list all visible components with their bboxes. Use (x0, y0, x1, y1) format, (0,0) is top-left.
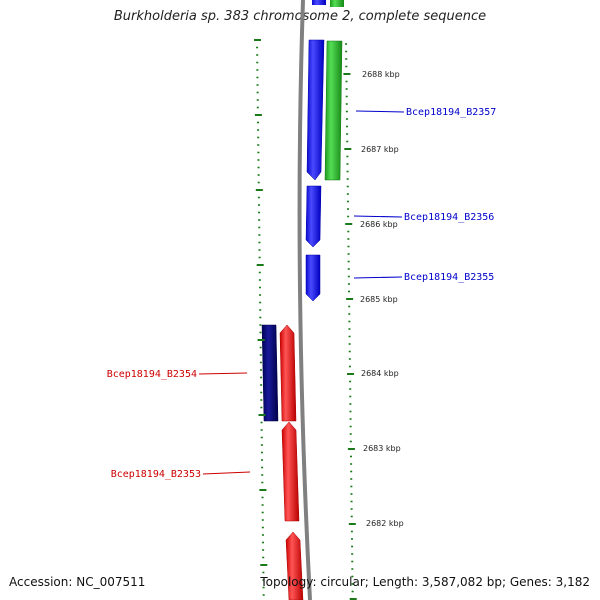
kbp-label: 2685 kbp (360, 295, 398, 304)
gene-bcep18194-b2354-shape[interactable] (261, 324, 279, 422)
leader-line-b2354 (198, 372, 248, 375)
kbp-ruler-labels: 2688 kbp 2687 kbp 2686 kbp 2685 kbp 2684… (360, 70, 404, 528)
kbp-label: 2684 kbp (361, 369, 399, 378)
kbp-label: 2688 kbp (362, 70, 400, 79)
red-cds-upper-shape[interactable] (279, 324, 297, 422)
gene-label-b2354[interactable]: Bcep18194_B2354 (107, 369, 197, 380)
gene-bcep18194-b2353-shape[interactable] (281, 421, 300, 522)
gene-bcep18194-b2355-shape[interactable] (305, 254, 321, 302)
kbp-label: 2683 kbp (363, 444, 401, 453)
map-title: Burkholderia sp. 383 chromosome 2, compl… (113, 9, 487, 24)
gene-label-b2356[interactable]: Bcep18194_B2356 (404, 212, 494, 223)
kbp-label: 2682 kbp (366, 519, 404, 528)
kbp-label: 2687 kbp (361, 145, 399, 154)
leader-line-b2355 (353, 276, 403, 279)
leader-line-b2356 (353, 215, 403, 218)
gene-bcep18194-b2356-shape[interactable] (305, 185, 322, 248)
gene-label-b2357[interactable]: Bcep18194_B2357 (406, 107, 496, 118)
gene-bcep18194-b2357[interactable] (306, 0, 326, 181)
leader-line-b2353 (202, 471, 251, 475)
accession-text: Accession: NC_007511 (9, 575, 146, 589)
gene-label-b2355[interactable]: Bcep18194_B2355 (404, 272, 494, 283)
leader-line-b2357 (355, 110, 405, 113)
red-cds-lower-shape[interactable] (285, 531, 304, 600)
chromosome-backbone (297, 0, 312, 600)
rna-feature-green[interactable] (324, 0, 344, 181)
topology-summary-text: Topology: circular; Length: 3,587,082 bp… (260, 575, 590, 589)
gene-label-b2353[interactable]: Bcep18194_B2353 (111, 469, 201, 480)
tick-ladder-left (254, 39, 268, 596)
kbp-label: 2686 kbp (360, 220, 398, 229)
tick-ladder-right (343, 43, 357, 600)
